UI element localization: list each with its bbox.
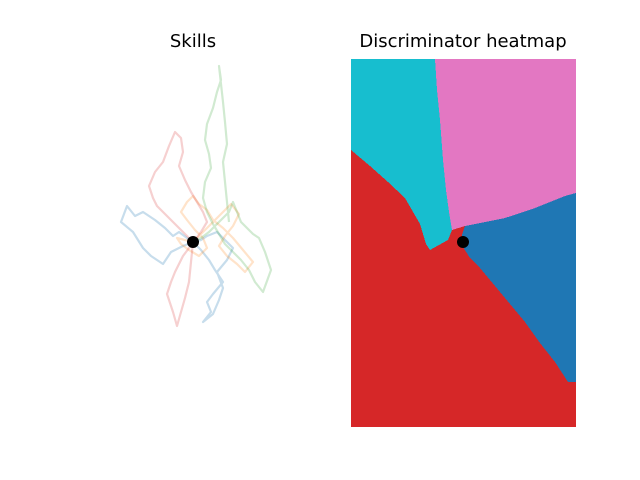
heatmap-region-blue [462, 193, 576, 382]
skills-panel [119, 64, 273, 328]
skill-trajectory-3 [192, 64, 273, 294]
skill-trajectory-4 [147, 130, 209, 328]
heatmap-title: Discriminator heatmap [359, 31, 567, 52]
skills-title: Skills [169, 31, 217, 52]
skill-trajectory-2 [175, 194, 255, 274]
heatmap-panel [351, 59, 576, 427]
heatmap-region-pink [435, 59, 576, 230]
heatmap-region-cyan [351, 59, 452, 250]
skills-origin-marker [187, 236, 199, 248]
heatmap-region-red [351, 150, 576, 427]
heatmap-origin-marker [457, 236, 469, 248]
skill-trajectory-1 [119, 204, 235, 324]
